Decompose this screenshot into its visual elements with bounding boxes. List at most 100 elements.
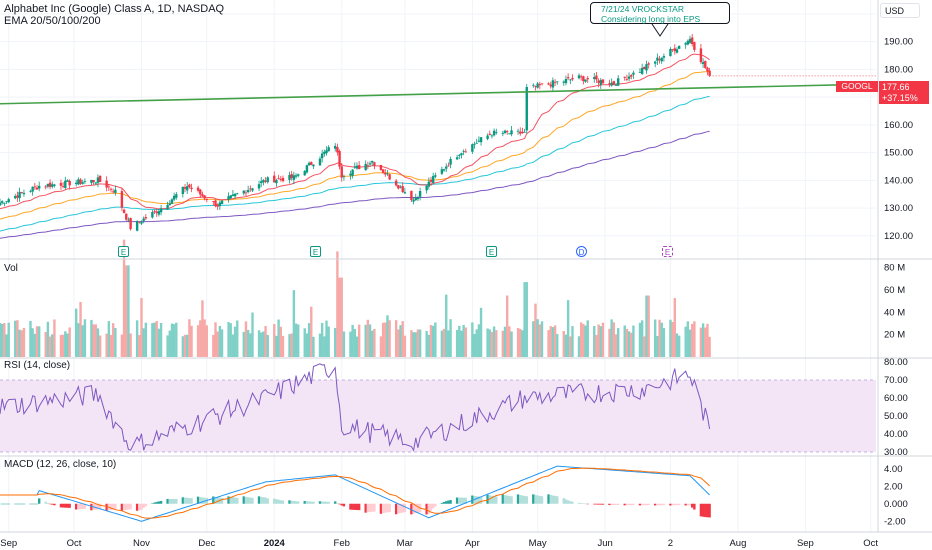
candle-body bbox=[81, 182, 84, 184]
volume-bar bbox=[214, 322, 217, 357]
macd-histogram-bar bbox=[81, 503, 84, 509]
macd-histogram-bar bbox=[94, 503, 97, 510]
macd-histogram-bar bbox=[294, 501, 298, 504]
candle-body bbox=[488, 133, 491, 135]
callout-line-2: Considering long into EPS bbox=[601, 14, 701, 24]
candle-body bbox=[14, 196, 17, 199]
candle-body bbox=[534, 85, 537, 87]
earnings-marker[interactable]: E bbox=[310, 246, 321, 257]
candle-body bbox=[445, 166, 448, 169]
candle bbox=[579, 74, 583, 81]
candle-body bbox=[416, 197, 420, 200]
candle bbox=[625, 74, 629, 82]
candle bbox=[460, 152, 463, 159]
candle-body bbox=[46, 183, 50, 187]
volume-bar bbox=[120, 334, 124, 357]
candle bbox=[532, 83, 535, 88]
macd-histogram-bar bbox=[601, 503, 605, 505]
volume-bar bbox=[625, 328, 629, 357]
candle-body bbox=[59, 182, 63, 186]
macd-histogram-bar bbox=[645, 503, 648, 506]
candle-body bbox=[688, 38, 692, 43]
candle bbox=[46, 183, 50, 189]
macd-histogram-bar bbox=[540, 496, 544, 504]
candle bbox=[170, 198, 174, 204]
macd-histogram-bar bbox=[675, 503, 679, 506]
volume-bar bbox=[388, 320, 391, 357]
candle-body bbox=[244, 192, 248, 194]
macd-pane-label[interactable]: MACD (12, 26, close, 10) bbox=[4, 459, 117, 470]
candle-body bbox=[693, 42, 696, 50]
candle-body bbox=[7, 199, 10, 203]
candle bbox=[449, 156, 452, 169]
candle-body bbox=[675, 49, 679, 53]
macd-histogram-bar bbox=[556, 496, 559, 504]
candle bbox=[425, 185, 428, 194]
candle bbox=[582, 75, 585, 85]
macd-histogram-bar bbox=[111, 503, 115, 510]
rsi-tick-label: 60.00 bbox=[884, 393, 908, 404]
earnings-marker[interactable]: E bbox=[118, 246, 129, 257]
volume-bar bbox=[693, 321, 696, 357]
candle bbox=[353, 162, 357, 169]
volume-pane-label[interactable]: Vol bbox=[4, 263, 18, 274]
macd-histogram-bar bbox=[227, 496, 230, 504]
candle bbox=[325, 146, 328, 156]
dividend-marker[interactable]: D bbox=[576, 246, 587, 257]
macd-histogram-bar bbox=[288, 500, 291, 504]
macd-histogram-bar bbox=[318, 501, 322, 504]
macd-histogram-bar bbox=[233, 497, 237, 504]
candle-body bbox=[412, 199, 415, 202]
volume-bar bbox=[510, 331, 513, 357]
volume-bar bbox=[342, 331, 346, 357]
volume-bar bbox=[538, 324, 542, 357]
volume-bar bbox=[196, 325, 200, 357]
candle-body bbox=[120, 191, 124, 208]
indicator-legend[interactable]: EMA 20/50/100/200 bbox=[4, 15, 101, 27]
volume-bar bbox=[320, 322, 324, 357]
candle bbox=[364, 160, 367, 171]
candle bbox=[691, 33, 694, 47]
candle-body bbox=[188, 184, 191, 188]
rsi-tick-label: 30.00 bbox=[884, 447, 908, 458]
ema-200-line bbox=[0, 130, 710, 239]
volume-bar bbox=[251, 312, 254, 357]
trendline bbox=[0, 83, 877, 105]
volume-bar bbox=[638, 322, 642, 357]
volume-bar bbox=[399, 325, 402, 357]
rsi-pane-label[interactable]: RSI (14, close) bbox=[4, 360, 71, 371]
macd-histogram-bar bbox=[616, 503, 620, 505]
macd-histogram-bar bbox=[51, 503, 54, 505]
volume-bar bbox=[549, 326, 552, 357]
volume-bar bbox=[246, 329, 250, 357]
candle bbox=[218, 200, 222, 210]
volume-bar bbox=[579, 322, 583, 357]
volume-bar bbox=[144, 322, 148, 357]
candle bbox=[140, 220, 143, 226]
volume-bar bbox=[61, 334, 65, 357]
candle bbox=[155, 209, 158, 217]
time-tick-label: Oct bbox=[67, 538, 82, 549]
upcoming-earnings-marker[interactable]: E bbox=[662, 246, 673, 257]
volume-bar bbox=[122, 239, 126, 357]
candle bbox=[349, 170, 352, 180]
volume-bar bbox=[566, 300, 570, 357]
change-percent-tag: +37.15% bbox=[879, 92, 929, 104]
candle-body bbox=[172, 195, 176, 200]
candle bbox=[516, 128, 520, 135]
macd-histogram-bar bbox=[471, 495, 474, 504]
candle bbox=[0, 200, 4, 205]
macd-histogram-bar bbox=[455, 497, 459, 504]
candle bbox=[196, 185, 200, 193]
candle bbox=[447, 162, 450, 167]
volume-bar bbox=[643, 336, 646, 357]
macd-histogram-bar bbox=[503, 495, 507, 504]
volume-bar bbox=[701, 323, 705, 357]
earnings-marker[interactable]: E bbox=[486, 246, 497, 257]
currency-selector[interactable]: USD bbox=[880, 3, 920, 18]
candle-body bbox=[205, 198, 208, 200]
ema-100-line bbox=[0, 95, 710, 232]
candle-body bbox=[547, 83, 550, 85]
